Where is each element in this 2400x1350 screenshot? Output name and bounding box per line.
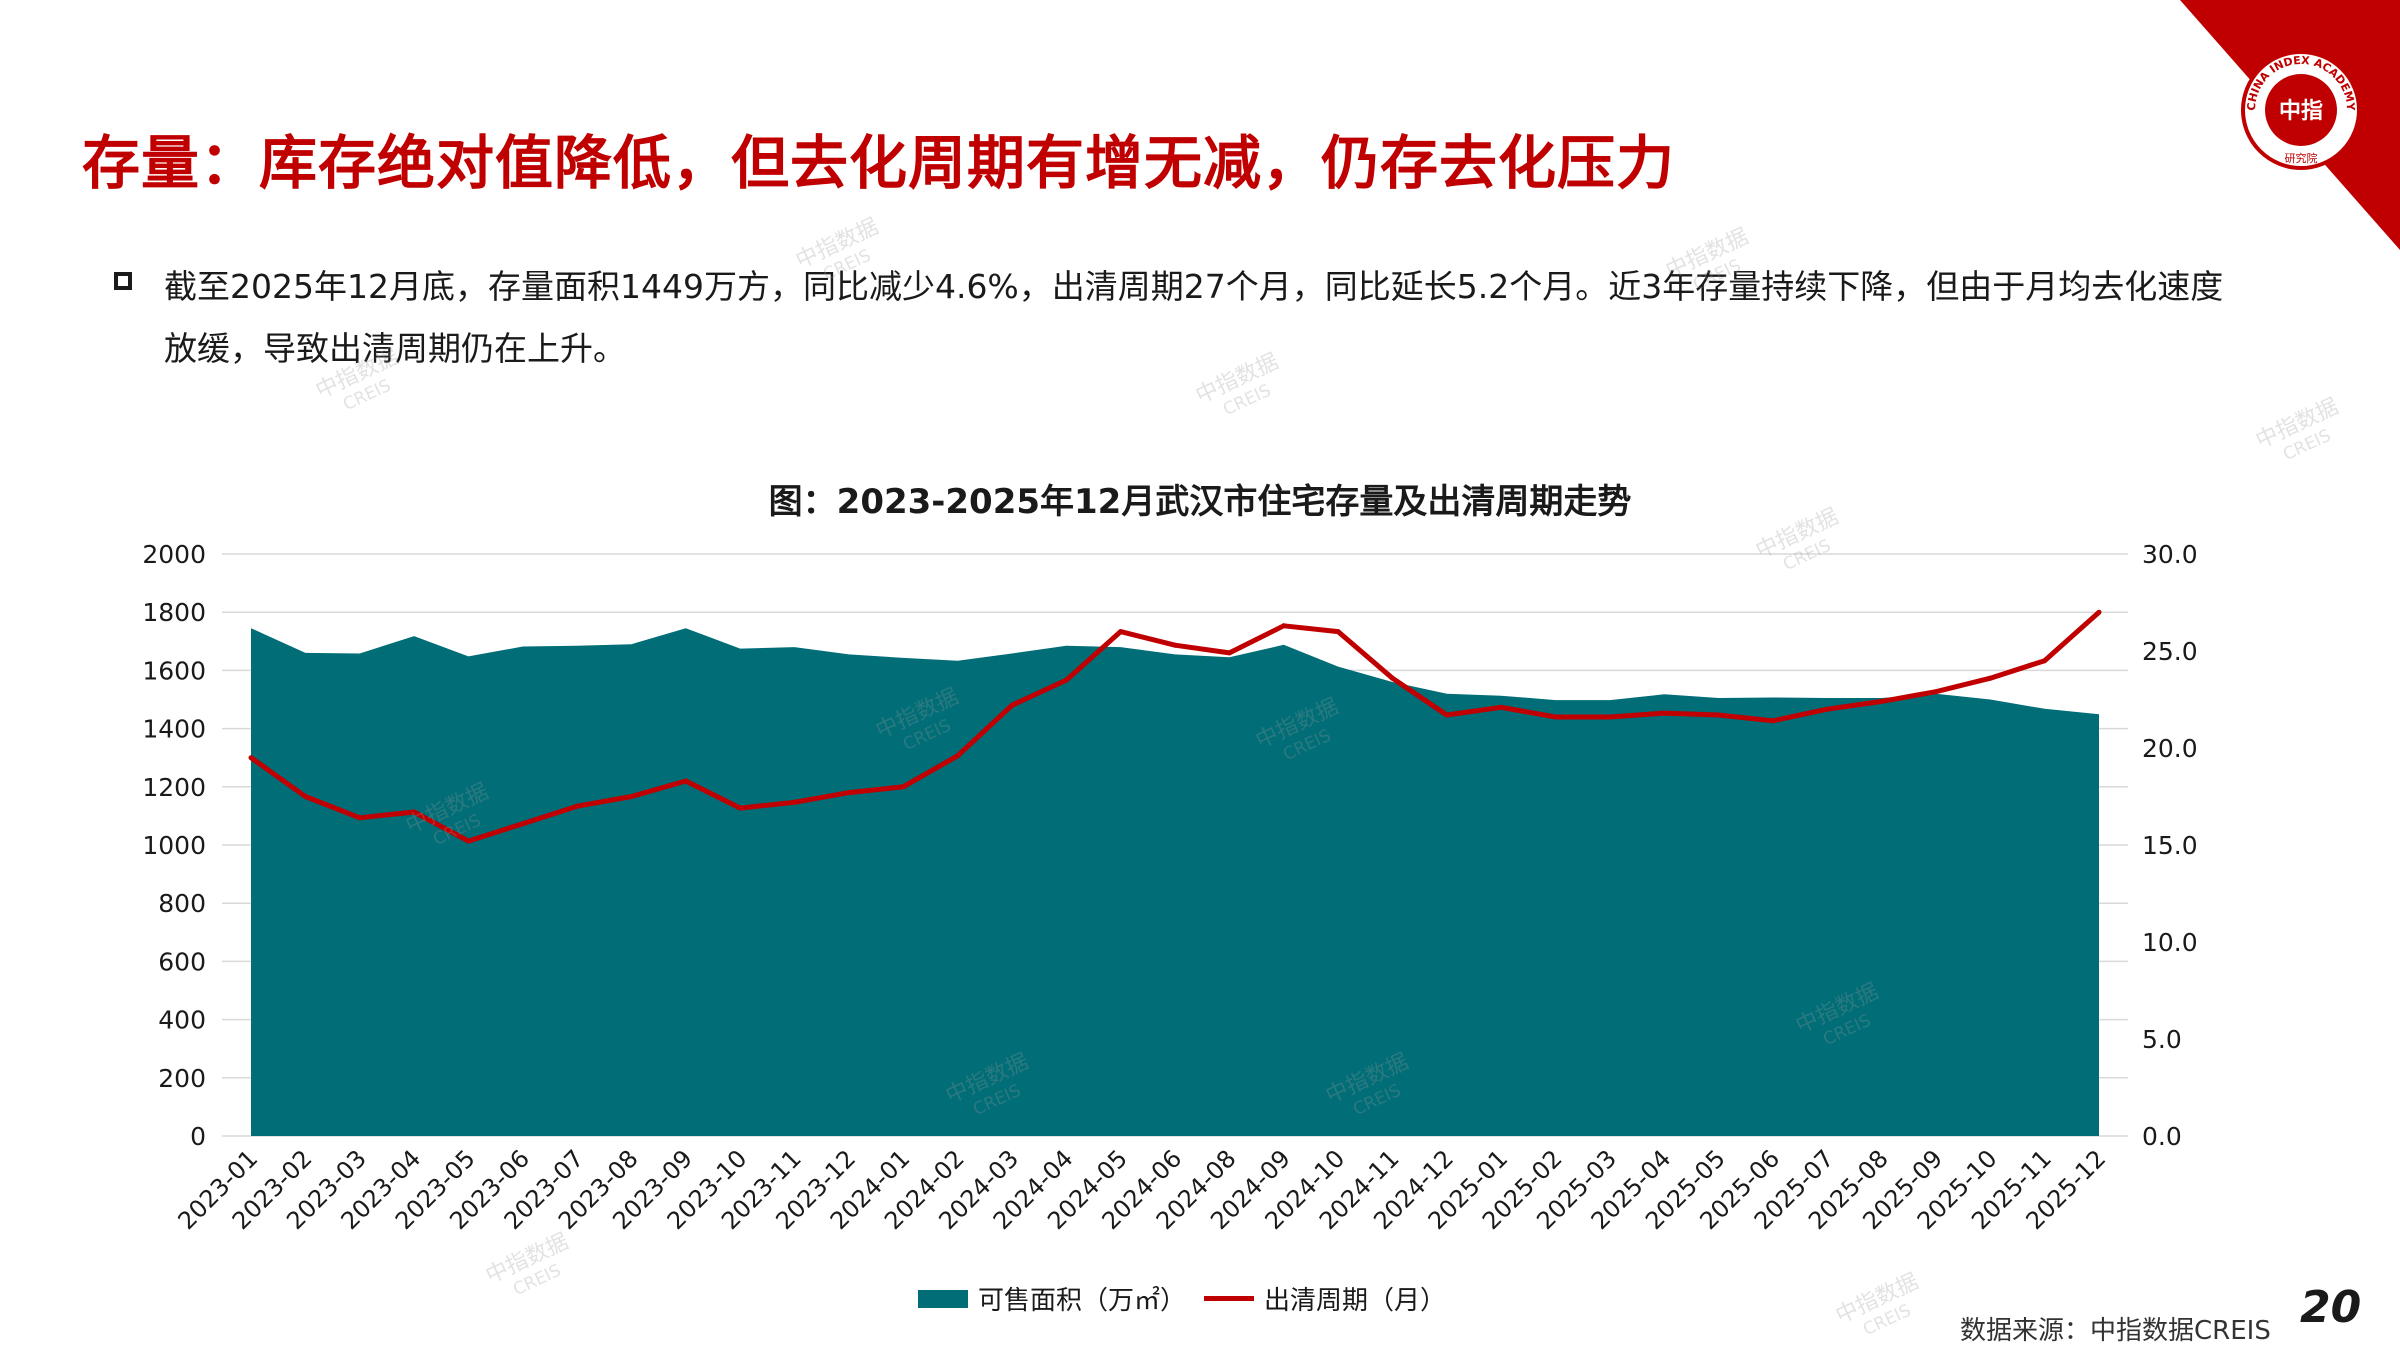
clearance-cycle-point	[2042, 658, 2048, 664]
clearance-cycle-point	[302, 794, 308, 799]
y-left-tick-label: 2000	[142, 540, 206, 569]
clearance-cycle-point	[1879, 698, 1885, 704]
chart-legend: 可售面积（万㎡） 出清周期（月）	[918, 1280, 1446, 1317]
clearance-cycle-point	[520, 821, 526, 827]
y-left-tick-label: 1200	[142, 773, 206, 802]
y-right-tick-label: 10.0	[2142, 928, 2198, 957]
y-right-tick-label: 30.0	[2142, 540, 2198, 569]
chart-title: 图：2023-2025年12月武汉市住宅存量及出清周期走势	[768, 482, 1632, 522]
watermark: 中指数据CREIS	[482, 1229, 572, 1300]
page-number: 20	[2300, 1282, 2362, 1333]
page-title: 存量：库存绝对值降低，但去化周期有增无减，仍存去化压力	[82, 129, 1676, 197]
legend-line-label: 出清周期（月）	[1264, 1286, 1447, 1316]
clearance-cycle-point	[846, 790, 852, 796]
bullet-square-icon	[114, 272, 132, 290]
legend-line-swatch	[1204, 1296, 1255, 1301]
clearance-cycle-point	[683, 778, 689, 784]
clearance-cycle-point	[1063, 677, 1069, 683]
y-right-tick-label: 20.0	[2142, 734, 2198, 763]
watermark: 中指数据CREIS	[2252, 394, 2342, 465]
watermark: 中指数据CREIS	[1192, 349, 1282, 420]
clearance-cycle-point	[1281, 623, 1287, 629]
available-area-series	[251, 628, 2099, 1136]
line-series-layer	[248, 609, 2102, 844]
data-source: 数据来源：中指数据CREIS	[1960, 1316, 2271, 1346]
clearance-cycle-point	[411, 809, 417, 815]
y-left-tick-label: 200	[158, 1064, 206, 1093]
clearance-cycle-point	[1335, 629, 1341, 635]
clearance-cycle-point	[248, 755, 254, 761]
y-left-tick-label: 1600	[142, 656, 206, 685]
y-left-tick-label: 600	[158, 947, 206, 976]
clearance-cycle-point	[1553, 714, 1558, 720]
clearance-cycle-point	[357, 815, 363, 821]
y-left-tick-label: 800	[158, 889, 206, 918]
clearance-cycle-point	[1118, 629, 1124, 635]
y-right-tick-label: 25.0	[2142, 637, 2198, 666]
clearance-cycle-point	[1389, 675, 1395, 681]
watermark: 中指数据CREIS	[312, 344, 402, 415]
legend-area-swatch	[918, 1289, 968, 1308]
clearance-cycle-point	[465, 838, 471, 844]
clearance-cycle-point	[2096, 609, 2102, 615]
watermark: 中指数据CREIS	[1832, 1269, 1922, 1340]
clearance-cycle-point	[1009, 702, 1015, 708]
y-left-tick-label: 400	[158, 1006, 206, 1035]
clearance-cycle-point	[900, 784, 906, 790]
clearance-cycle-point	[1933, 689, 1939, 695]
clearance-cycle-point	[1172, 642, 1178, 648]
clearance-cycle-point	[574, 803, 580, 809]
clearance-cycle-point	[1770, 718, 1776, 724]
clearance-cycle-point	[1226, 650, 1232, 656]
legend-area-label: 可售面积（万㎡）	[978, 1286, 1187, 1316]
y-left-tick-label: 1800	[142, 598, 206, 627]
clearance-cycle-point	[737, 805, 743, 811]
y-right-tick-label: 5.0	[2142, 1025, 2182, 1054]
clearance-cycle-point	[1444, 712, 1450, 718]
summary-text: 截至2025年12月底，存量面积1449万方，同比减少4.6%，出清周期27个月…	[164, 267, 2224, 368]
clearance-cycle-point	[1498, 704, 1504, 710]
y-left-tick-label: 1000	[142, 831, 206, 860]
clearance-cycle-point	[955, 753, 961, 759]
clearance-cycle-point	[629, 794, 634, 799]
clearance-cycle-point	[1661, 710, 1667, 716]
clearance-cycle-point	[1607, 714, 1613, 720]
y-left-tick-label: 1400	[142, 715, 206, 744]
y-left-tick-label: 0	[190, 1122, 206, 1151]
watermark: 中指数据CREIS	[1662, 224, 1752, 295]
clearance-cycle-point	[1824, 706, 1830, 712]
watermark: 中指数据CREIS	[1752, 504, 1842, 575]
clearance-cycle-point	[1716, 712, 1721, 718]
area-series-layer	[251, 628, 2099, 1136]
clearance-cycle-point	[1987, 675, 1993, 681]
y-right-tick-label: 0.0	[2142, 1122, 2182, 1151]
watermark: 中指数据CREIS	[792, 214, 882, 285]
clearance-cycle-point	[792, 799, 797, 805]
y-right-tick-label: 15.0	[2142, 831, 2198, 860]
